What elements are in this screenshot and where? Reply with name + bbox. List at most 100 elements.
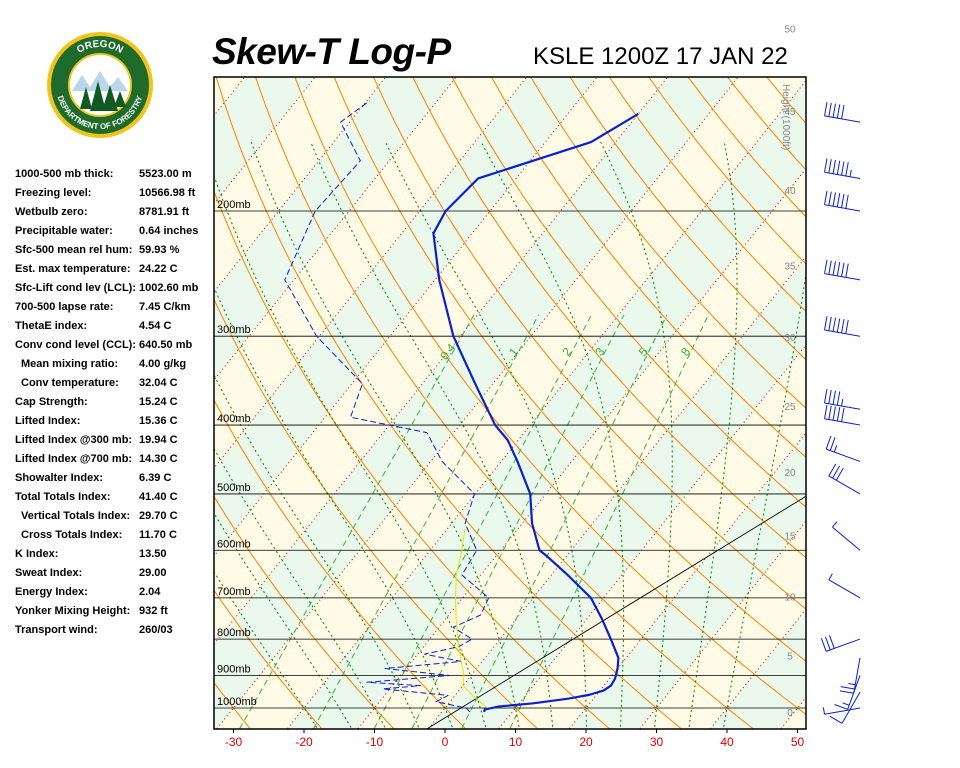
pressure-label: 900mb — [217, 663, 251, 675]
wind-barb-staff — [824, 402, 861, 410]
dry-adiabat-line — [569, 77, 806, 361]
height-tick-label: 15 — [784, 531, 796, 542]
x-tick-label: -20 — [295, 735, 313, 749]
mixing-ratio-line — [312, 314, 539, 729]
x-tick-label: 40 — [720, 735, 734, 749]
wind-barb-staff — [824, 273, 861, 281]
height-axis-title: Height (1000ft) — [780, 84, 791, 150]
index-label: 1000-500 mb thick: — [15, 168, 114, 180]
dry-adiabat-line — [608, 77, 806, 313]
wind-barb — [824, 389, 861, 410]
wind-barb-flag — [832, 159, 836, 174]
wind-barb-flag — [836, 391, 841, 406]
moist-adiabat-line — [214, 512, 353, 729]
index-value: 8781.91 ft — [139, 206, 190, 218]
series-dewpoint-line — [284, 100, 490, 713]
wind-barb-staff — [824, 115, 861, 123]
index-value: 932 ft — [139, 605, 168, 617]
wind-barb-flag — [836, 104, 841, 119]
wind-barb-flag — [832, 465, 840, 479]
wind-barb-flag — [840, 686, 855, 690]
index-value: 15.24 C — [139, 396, 178, 408]
index-value: 59.93 % — [139, 244, 180, 256]
index-value: 13.50 — [139, 548, 167, 560]
wind-barb-flag — [836, 262, 841, 276]
index-value: 19.94 C — [139, 434, 178, 446]
index-row: Transport wind: 260/03 — [15, 624, 210, 643]
isotherm-line — [915, 0, 960, 737]
index-label: Wetbulb zero: — [15, 206, 88, 218]
wind-barb-staff — [824, 204, 861, 212]
plot-frame — [213, 76, 807, 730]
wind-barb-flag — [828, 191, 832, 206]
wind-barb-flag — [845, 319, 849, 334]
wind-barb-flag — [835, 467, 844, 481]
mixing-ratio-line — [460, 314, 668, 729]
surface-reference-line — [425, 495, 806, 729]
wind-barb-flag — [836, 160, 841, 175]
tree-icon — [80, 81, 126, 111]
series-parcel-line — [455, 528, 488, 709]
index-value: 24.22 C — [139, 263, 178, 275]
moist-adiabat-line — [214, 571, 319, 729]
dry-adiabat-line — [490, 77, 806, 458]
wind-barb — [839, 657, 861, 694]
mixing-ratio-line — [411, 314, 625, 729]
wind-barb-half-flag — [849, 169, 852, 177]
wind-barb-flag — [829, 715, 843, 724]
x-tick-label: 20 — [579, 735, 593, 749]
wind-barb-half-flag — [841, 398, 844, 407]
height-tick-label: 0 — [787, 708, 793, 719]
wind-barb — [820, 635, 861, 652]
wind-barb-staff — [826, 448, 861, 462]
index-label: Cross Totals Index: — [21, 529, 123, 541]
index-row: Cap Strength: 15.24 C — [15, 396, 210, 415]
temperature-band — [0, 0, 238, 737]
temperature-band — [214, 77, 598, 557]
index-label: Lifted Index @700 mb: — [15, 453, 133, 465]
index-value: 4.54 C — [139, 320, 172, 332]
moist-adiabat-line — [250, 141, 520, 729]
wind-barb-staff — [824, 418, 861, 426]
wind-barb-flag — [828, 463, 837, 477]
pressure-label: 800mb — [217, 627, 251, 639]
oregon-dept-of-forestry-logo: OREGON DEPARTMENT OF FORESTRY — [47, 32, 153, 138]
wind-barb — [828, 463, 861, 495]
index-label: Showalter Index: — [15, 472, 104, 484]
x-tick-label: -30 — [225, 735, 243, 749]
isotherm-line — [844, 0, 960, 737]
wind-barb — [824, 190, 861, 212]
index-row: Cross Totals Index: 11.70 C — [15, 529, 210, 548]
index-row: Wetbulb zero: 8781.91 ft — [15, 206, 210, 225]
wind-barb-flag — [836, 318, 841, 333]
wind-barb — [824, 259, 861, 281]
wind-barb-half-flag — [828, 573, 833, 581]
stability-indices-panel: 1000-500 mb thick: 5523.00 m Freezing leve… — [15, 168, 210, 643]
wind-barb-flag — [824, 404, 828, 419]
wind-barb-staff — [828, 475, 861, 495]
height-tick-label: 20 — [784, 468, 796, 479]
wind-barb-flag — [832, 261, 836, 276]
index-row: Yonker Mixing Height: 932 ft — [15, 605, 210, 624]
wind-barb-flag — [824, 389, 828, 404]
moist-adiabat-line — [214, 286, 454, 729]
pressure-label: 700mb — [217, 586, 251, 598]
index-row: 700-500 lapse rate: 7.45 C/km — [15, 301, 210, 320]
mixing-ratio-line — [238, 314, 475, 729]
height-tick-label: 45 — [784, 107, 796, 118]
dry-adiabat-line — [214, 589, 323, 729]
index-row: Showalter Index: 6.39 C — [15, 472, 210, 491]
moist-adiabat-line — [214, 447, 387, 729]
x-tick-label: -10 — [366, 735, 384, 749]
isotherm-line — [0, 0, 168, 737]
index-label: Sfc-500 mean rel hum: — [15, 244, 133, 256]
svg-text:OREGON: OREGON — [75, 39, 125, 56]
index-value: 0.64 inches — [139, 225, 199, 237]
index-row: Precipitable water: 0.64 inches — [15, 225, 210, 244]
pressure-label: 600mb — [217, 538, 251, 550]
wind-barb-flag — [820, 638, 827, 652]
temperature-band — [428, 256, 806, 729]
wind-barb-flag — [834, 704, 848, 710]
wind-barb-flag — [841, 262, 845, 277]
wind-barb-flag — [829, 635, 835, 649]
